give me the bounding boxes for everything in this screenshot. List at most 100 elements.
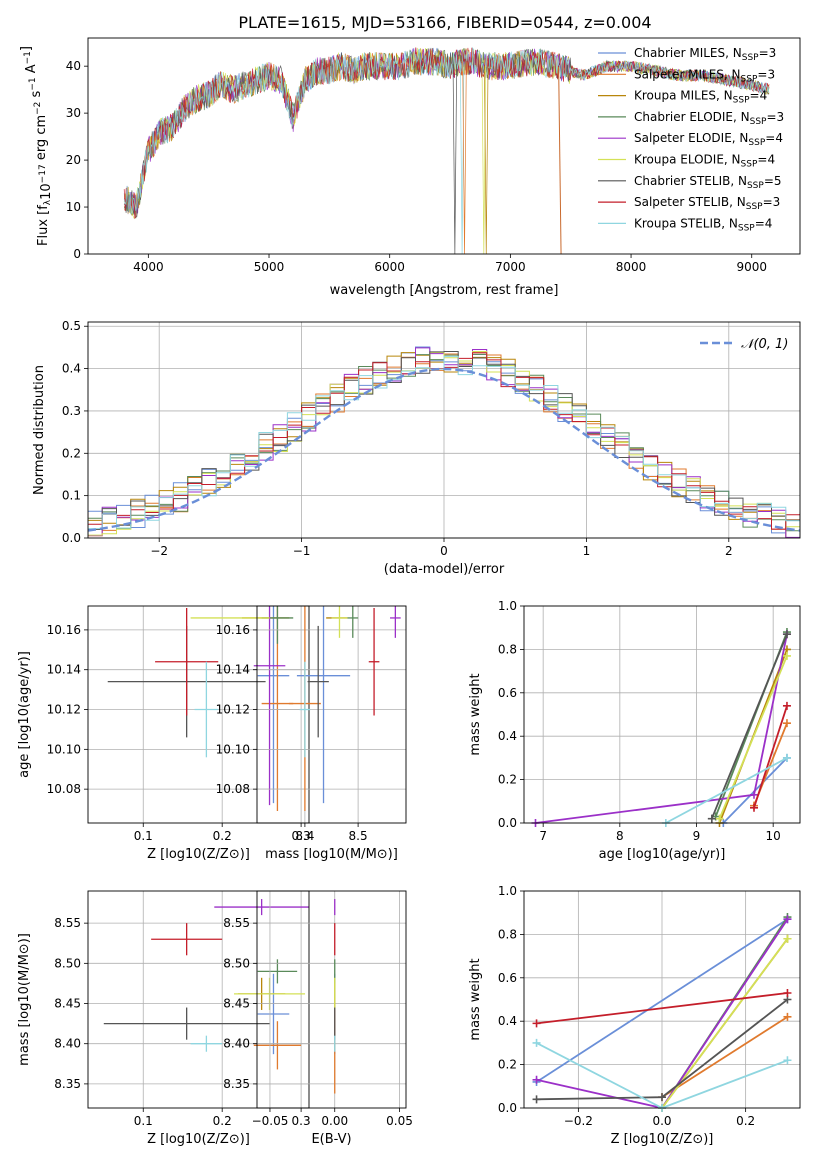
y-tick-label: 8.35	[54, 1077, 81, 1091]
legend-suffix: =4	[757, 153, 775, 167]
y-tick-label: 0.6	[498, 686, 517, 700]
legend-suffix: =3	[757, 67, 775, 81]
y-tick-label: 10.14	[216, 663, 250, 677]
axes-frame	[87, 37, 801, 255]
x-tick-label: 0.05	[386, 1114, 413, 1128]
y-tick-label: 8.40	[223, 1037, 250, 1051]
weight-line	[753, 705, 788, 809]
weight-marker	[783, 1056, 792, 1065]
y-tick-label: 0.8	[498, 927, 517, 941]
age-vs-z-panel: 0.1 0.2 0.3 10.08 10.10 10.12 10.14 10.16 Z [log…	[17, 605, 311, 862]
spectrum-panel: 4000 5000 6000 7000 8000 9000 0 10 20 30 40 wavelen…	[19, 37, 801, 298]
y-axis-label: Normed distribution	[32, 365, 47, 495]
error-bars	[288, 606, 401, 812]
legend-text: Kroupa STELIB, N	[634, 216, 738, 230]
y-tick-label: 8.45	[223, 997, 250, 1011]
y-tick-label: 0.4	[62, 362, 81, 376]
y-tick-label: 8.55	[223, 916, 250, 930]
legend-suffix: =3	[759, 46, 777, 60]
axes-frame	[87, 605, 310, 824]
legend-text: Salpeter STELIB, N	[634, 195, 746, 209]
weight-line	[665, 757, 788, 824]
y-tick-label: 40	[66, 59, 81, 73]
residual-histogram-panel: −2 −1 0 1 2 0.0 0.1 0.2 0.3 0.4 0.5 (data-model)/er…	[32, 319, 801, 577]
weight-marker	[783, 1012, 792, 1021]
x-tick-label: 8	[616, 829, 624, 843]
legend-text: Chabrier ELODIE, N	[634, 110, 750, 124]
x-tick-label: −0.05	[252, 1114, 289, 1128]
legend-sub: SSP	[750, 117, 767, 127]
legend-entry: Kroupa STELIB, NSSP=4	[634, 216, 772, 233]
y-tick-label: 10.12	[216, 703, 250, 717]
y-tick-label: 30	[66, 106, 81, 120]
weight-marker	[783, 934, 792, 943]
x-tick-label: 0.2	[736, 1114, 755, 1128]
y-tick-label: 10.12	[47, 703, 81, 717]
weight-marker	[707, 814, 716, 823]
legend-suffix: =4	[755, 216, 773, 230]
y-tick-label: 8.35	[223, 1077, 250, 1091]
x-axis-label: Z [log10(Z/Z⊙)]	[147, 847, 250, 862]
legend-entry: Salpeter MILES, NSSP=3	[634, 67, 775, 84]
y-axis-label: mass weight	[468, 673, 483, 755]
label-part: −1	[23, 51, 33, 64]
y-tick-label: 1.0	[498, 884, 517, 898]
legend-text: Chabrier MILES, N	[634, 46, 742, 60]
legend-suffix: =5	[764, 174, 782, 188]
weight-line	[536, 918, 788, 1083]
spectrum-line	[123, 48, 770, 218]
x-tick-label: 0.2	[213, 1114, 232, 1128]
y-tick-label: 0.8	[498, 642, 517, 656]
legend-sub: SSP	[738, 223, 755, 233]
spectrum-dropout	[462, 61, 467, 254]
y-tick-label: 1.0	[498, 599, 517, 613]
x-tick-label: 0.0	[652, 1114, 671, 1128]
weight-marker	[532, 1019, 541, 1028]
legend-sub: SSP	[748, 138, 765, 148]
axes-frame	[523, 605, 801, 824]
legend-sub: SSP	[747, 181, 764, 191]
axes-frame	[256, 605, 407, 824]
x-tick-label: 0.1	[134, 829, 153, 843]
label-part: ]	[19, 46, 34, 51]
weight-line	[536, 992, 788, 1025]
axes-frame	[87, 890, 310, 1109]
y-tick-label: 10.10	[47, 742, 81, 756]
label-part: −17	[38, 164, 48, 183]
error-bars	[103, 899, 309, 1070]
weight-marker	[783, 988, 792, 997]
label-part: s	[29, 90, 44, 101]
legend-sub: SSP	[733, 96, 750, 106]
legend-entry: 𝒩(0, 1)	[741, 337, 788, 352]
axes-frame	[256, 890, 407, 1109]
y-axis-label: age [log10(age/yr)]	[17, 651, 32, 778]
weight-marker	[782, 630, 791, 639]
legend-entry: Kroupa MILES, NSSP=4	[634, 89, 767, 106]
label-part: 10	[39, 183, 54, 200]
spectrum-dropout	[452, 64, 458, 254]
y-tick-label: 0.2	[62, 446, 81, 460]
mass-vs-z-panel: 0.1 0.2 0.3 8.35 8.40 8.45 8.50 8.55 Z [log10(Z/…	[17, 890, 311, 1147]
legend-text: Salpeter ELODIE, N	[634, 131, 748, 145]
x-tick-label: 8000	[616, 260, 647, 274]
legend-entry: Chabrier ELODIE, NSSP=3	[634, 110, 784, 127]
x-axis-label: Z [log10(Z/Z⊙)]	[147, 1132, 250, 1147]
weight-marker	[782, 753, 791, 762]
spectrum-line	[123, 46, 770, 215]
weight-line	[661, 1016, 788, 1098]
y-tick-label: 0.2	[498, 773, 517, 787]
y-tick-label: 10.08	[216, 782, 250, 796]
weight-line	[718, 655, 788, 820]
x-tick-label: 7000	[495, 260, 526, 274]
y-axis-label: mass [log10(M/M⊙)]	[17, 933, 32, 1066]
weight-line	[710, 633, 788, 820]
label-part: λ	[43, 199, 53, 205]
legend-entry: Chabrier STELIB, NSSP=5	[634, 174, 782, 191]
legend-entry: Salpeter ELODIE, NSSP=4	[634, 131, 783, 148]
y-tick-label: 0.0	[498, 1101, 517, 1115]
x-tick-label: 6000	[374, 260, 405, 274]
x-tick-label: 4000	[133, 260, 164, 274]
label-part: A	[24, 64, 39, 77]
